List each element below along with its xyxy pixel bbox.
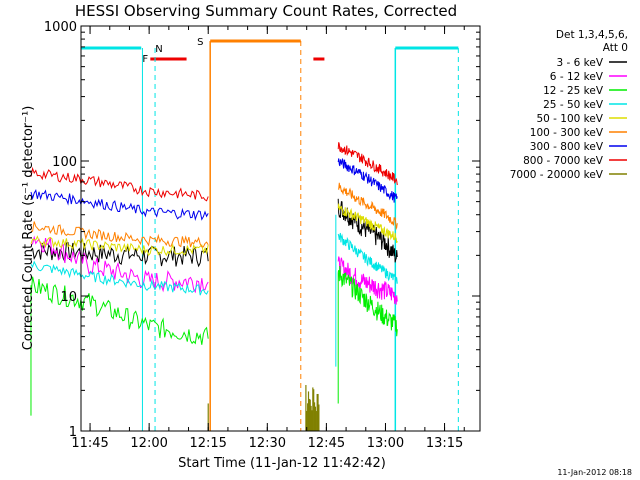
y-tick-label: 1 <box>69 425 77 440</box>
plot-frame <box>80 25 481 432</box>
series-line-1 <box>337 256 398 305</box>
y-tick-label: 10 <box>60 290 77 305</box>
series-line-6 <box>30 189 209 221</box>
x-tick-label: 13:15 <box>426 436 463 451</box>
series-line-2 <box>30 276 209 345</box>
chart-title: HESSI Observing Summary Count Rates, Cor… <box>75 2 457 20</box>
legend-entry-label: 7000 - 20000 keV <box>510 169 604 181</box>
series-line-5 <box>30 221 209 248</box>
series-line-7 <box>337 142 398 186</box>
y-tick-label: 100 <box>52 155 77 170</box>
legend-header-line2: Att 0 <box>603 42 628 54</box>
legend-entry-label: 50 - 100 keV <box>536 113 603 125</box>
plot-area: FN S <box>30 37 459 431</box>
legend-entry-label: 3 - 6 keV <box>556 57 603 69</box>
marker-S-label: S <box>197 37 203 48</box>
series-line-3 <box>337 232 398 285</box>
marker-F-label: F <box>142 54 148 65</box>
footer-timestamp: 11-Jan-2012 08:18 <box>557 468 632 477</box>
series-line-4 <box>337 203 398 244</box>
x-tick-label: 12:00 <box>130 436 167 451</box>
marker-N-label: N <box>155 44 162 55</box>
legend-entry-label: 12 - 25 keV <box>543 85 604 97</box>
x-tick-label: 12:15 <box>189 436 226 451</box>
series-line-7 <box>30 166 209 202</box>
legend-entry-label: 300 - 800 keV <box>530 141 604 153</box>
legend: Det 1,3,4,5,6,Att 03 - 6 keV 6 - 12 keV 12… <box>510 29 628 181</box>
series-line-4 <box>30 235 209 257</box>
y-tick-label: 1000 <box>44 20 77 35</box>
series-line-0 <box>30 241 209 268</box>
series-line-3 <box>30 260 209 296</box>
x-tick-label: 11:45 <box>71 436 108 451</box>
legend-entry-label: 100 - 300 keV <box>530 127 604 139</box>
x-tick-label: 13:00 <box>367 436 404 451</box>
axes: 11:45 12:00 12:15 12:30 12:45 13:00 13:15 1 10 10… <box>44 20 480 451</box>
y-axis-label: Corrected Count Rate (s⁻¹ detector⁻¹) <box>21 106 36 351</box>
x-tick-label: 12:30 <box>249 436 286 451</box>
series-line-2 <box>337 265 398 337</box>
legend-entry-label: 6 - 12 keV <box>550 71 604 83</box>
x-tick-label: 12:45 <box>308 436 345 451</box>
legend-header-line1: Det 1,3,4,5,6, <box>556 29 628 41</box>
x-axis-label: Start Time (11-Jan-12 11:42:42) <box>178 456 386 471</box>
legend-entry-label: 25 - 50 keV <box>543 99 604 111</box>
series-line-6 <box>337 158 398 203</box>
legend-entry-label: 800 - 7000 keV <box>523 155 604 167</box>
series-line-5 <box>337 182 398 231</box>
series-line-1 <box>30 235 209 294</box>
